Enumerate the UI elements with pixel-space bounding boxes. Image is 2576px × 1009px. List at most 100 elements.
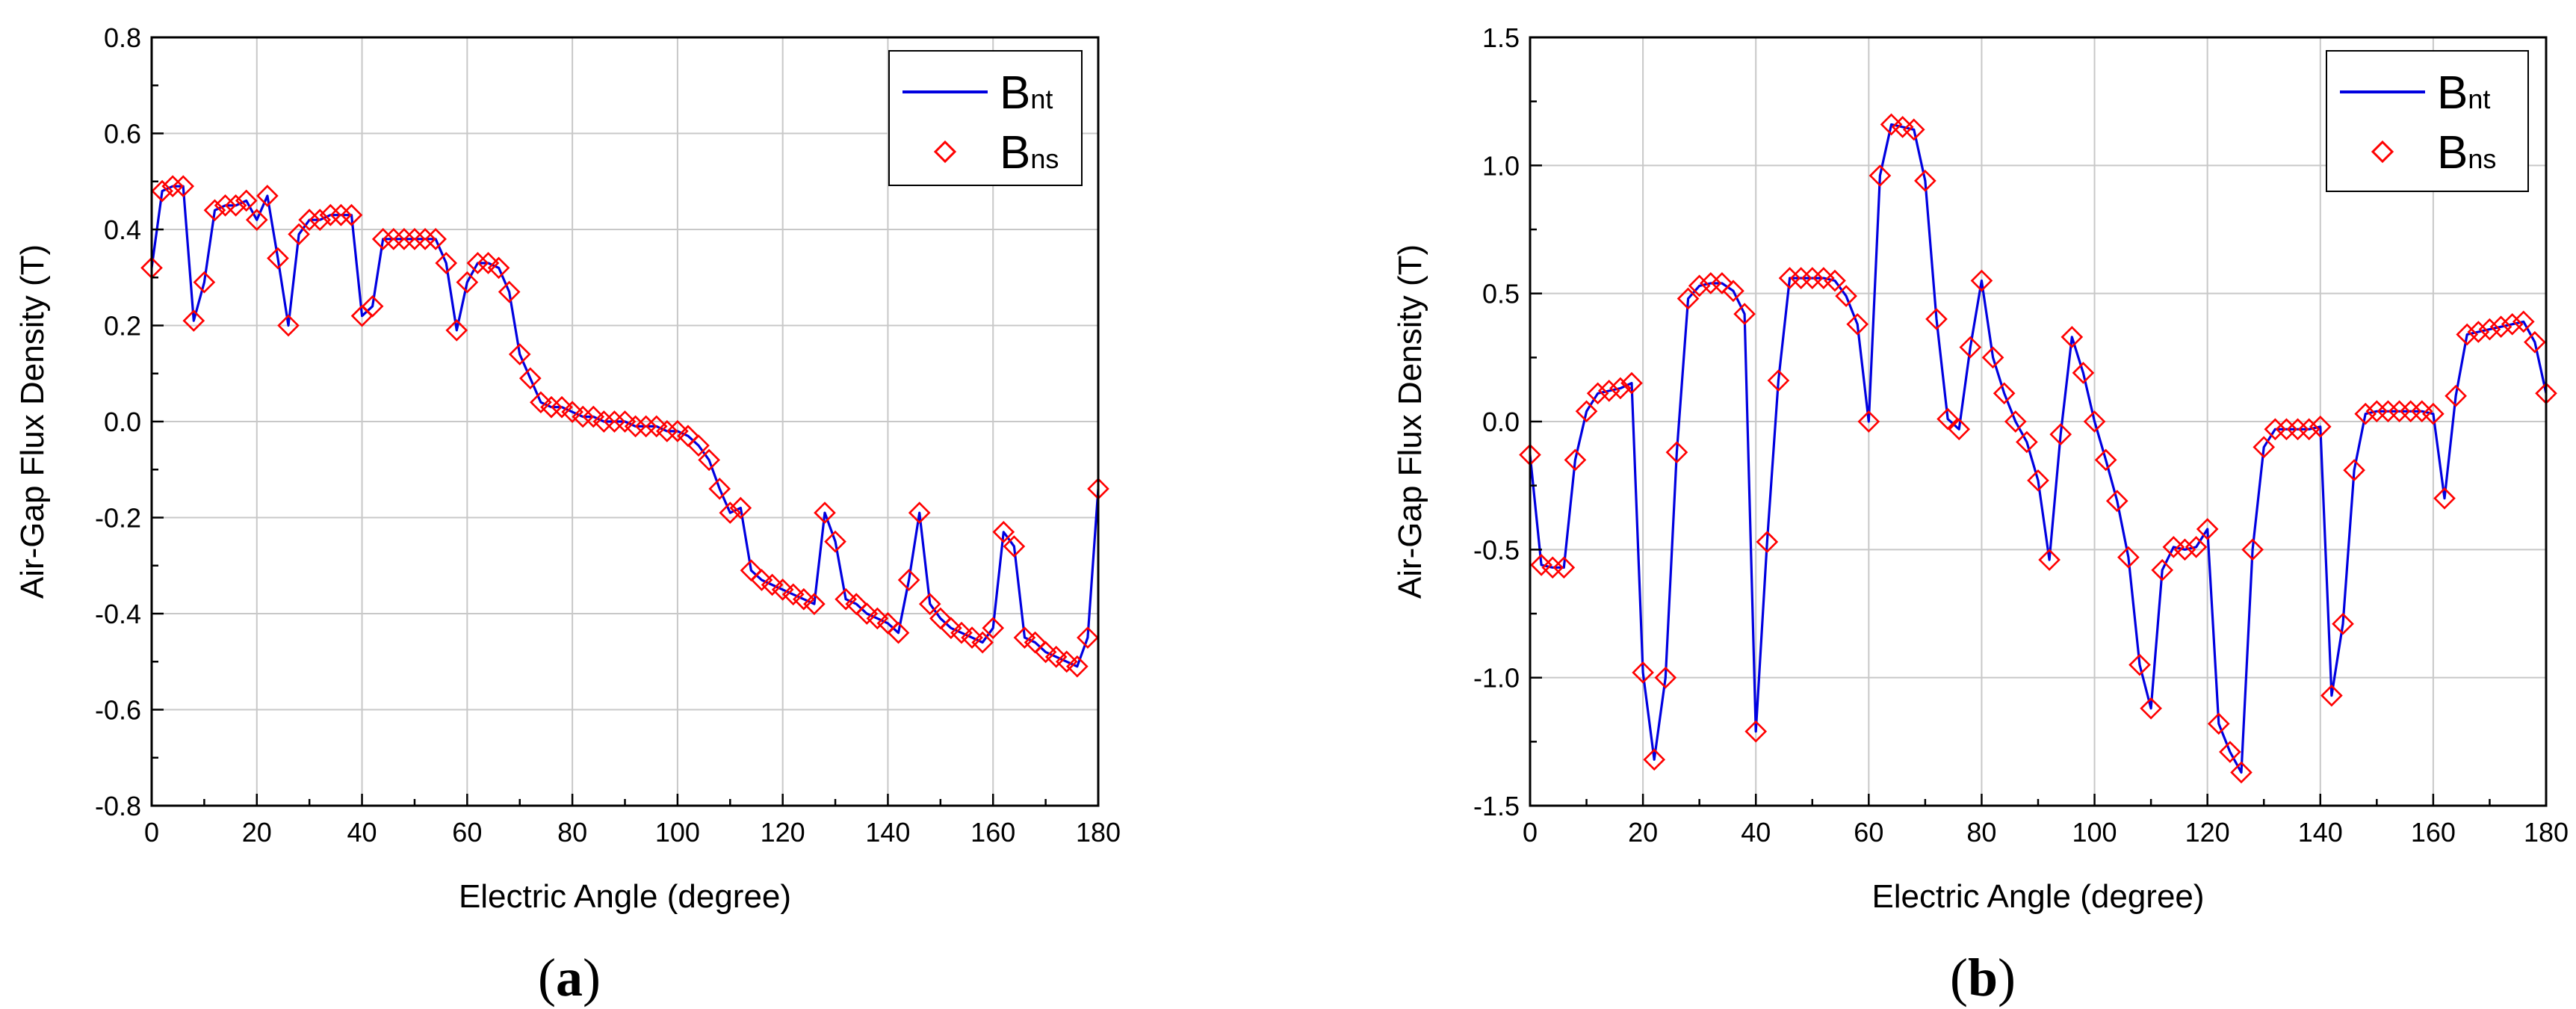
data-point-bns bbox=[1564, 448, 1587, 472]
data-point-bns bbox=[2016, 431, 2038, 454]
data-point-bns bbox=[1055, 650, 1078, 673]
data-point-bns bbox=[382, 228, 405, 250]
data-point-bns bbox=[592, 410, 616, 433]
x-tick-label: 180 bbox=[1076, 817, 1121, 848]
data-point-bns bbox=[1003, 535, 1026, 558]
data-point-bns bbox=[2388, 400, 2411, 423]
data-point-bns bbox=[940, 617, 962, 640]
y-tick-label: -1.5 bbox=[1473, 791, 1520, 821]
y-tick-label: -0.5 bbox=[1473, 534, 1520, 565]
data-point-bns bbox=[2173, 538, 2196, 561]
legend-diamond-swatch-b bbox=[2371, 140, 2394, 164]
y-tick-label: 0.2 bbox=[104, 311, 141, 342]
data-point-bns bbox=[1699, 272, 1722, 294]
data-point-bns bbox=[2422, 402, 2445, 425]
data-point-bns bbox=[288, 223, 310, 246]
data-point-bns bbox=[2253, 436, 2276, 459]
legend-bnt-main-b: B bbox=[2437, 67, 2468, 119]
data-point-bns bbox=[1789, 267, 1812, 289]
data-point-bns bbox=[298, 209, 321, 231]
series-bns-markers-b bbox=[1519, 113, 2557, 784]
data-point-bns bbox=[2354, 402, 2377, 425]
data-point-bns bbox=[814, 502, 836, 524]
x-tick-label: 40 bbox=[347, 817, 377, 848]
data-point-bns bbox=[487, 256, 510, 280]
data-point-bns bbox=[2489, 315, 2512, 339]
data-point-bns bbox=[887, 621, 910, 644]
x-tick-label: 20 bbox=[1628, 817, 1658, 848]
data-point-bns bbox=[645, 415, 668, 438]
data-point-bns bbox=[1552, 556, 1576, 579]
data-point-bns bbox=[2207, 712, 2230, 735]
data-point-bns bbox=[771, 578, 794, 601]
data-point-bns bbox=[2320, 684, 2343, 707]
data-point-bns bbox=[2524, 330, 2546, 354]
x-tick-labels-b: 0 20 40 60 80 100 120 140 160 180 bbox=[1523, 817, 2569, 848]
data-point-bns bbox=[908, 502, 931, 524]
data-point-bns bbox=[624, 415, 647, 438]
data-point-bns bbox=[2128, 653, 2151, 676]
data-point-bns bbox=[161, 175, 184, 198]
x-tick-label: 80 bbox=[557, 817, 587, 848]
data-point-bns bbox=[2275, 418, 2298, 441]
axis-ticks-a bbox=[150, 36, 1100, 807]
data-point-bns bbox=[445, 319, 468, 342]
y-tick-label: 0.5 bbox=[1482, 279, 1520, 309]
legend-bns-sub-b: ns bbox=[2468, 144, 2496, 174]
data-point-bns bbox=[687, 434, 710, 457]
data-point-bns bbox=[1665, 441, 1688, 463]
legend-box-a bbox=[888, 50, 1083, 186]
y-axis-title-b: Air-Gap Flux Density (T) bbox=[1392, 244, 1428, 599]
x-tick-label: 140 bbox=[2298, 817, 2343, 848]
data-point-bns bbox=[835, 587, 857, 611]
data-point-bns bbox=[361, 294, 384, 318]
panel-caption-letter-b: b bbox=[1968, 948, 1998, 1008]
data-point-bns bbox=[2377, 400, 2400, 423]
y-tick-label: -0.4 bbox=[95, 599, 141, 629]
data-point-bns bbox=[1801, 267, 1824, 289]
data-point-bns bbox=[1541, 556, 1564, 579]
data-point-bns bbox=[971, 631, 994, 654]
data-point-bns bbox=[371, 228, 394, 250]
data-point-bns bbox=[2286, 418, 2309, 441]
data-point-bns bbox=[1778, 267, 1801, 289]
data-point-bns bbox=[982, 617, 1005, 640]
x-tick-label: 40 bbox=[1741, 817, 1771, 848]
data-point-bns bbox=[277, 314, 300, 337]
data-point-bns bbox=[824, 530, 846, 553]
data-point-bns bbox=[708, 478, 731, 500]
data-point-bns bbox=[172, 175, 195, 198]
y-axis-title-a: Air-Gap Flux Density (T) bbox=[14, 244, 51, 599]
data-point-bns bbox=[634, 415, 657, 438]
data-point-bns bbox=[1077, 626, 1099, 649]
data-point-bns bbox=[2105, 490, 2128, 513]
data-point-bns bbox=[1936, 407, 1959, 431]
data-point-bns bbox=[1914, 170, 1936, 192]
x-tick-label: 0 bbox=[144, 817, 159, 848]
data-point-bns bbox=[2512, 310, 2535, 333]
data-point-bns bbox=[2038, 549, 2061, 571]
data-point-bns bbox=[309, 209, 332, 231]
data-point-bns bbox=[477, 252, 500, 274]
chart-panel-b: 0 20 40 60 80 100 120 140 160 180 -1.5 -1.0 -0.5 0.0… bbox=[1392, 22, 2569, 1008]
data-point-bns bbox=[1868, 164, 1892, 187]
data-point-bns bbox=[1959, 336, 1982, 359]
legend-bnt-sub-b: nt bbox=[2468, 84, 2490, 114]
legend-entry-bns-b: Bns bbox=[2437, 127, 2496, 179]
y-tick-labels-b: -1.5 -1.0 -0.5 0.0 0.5 1.0 1.5 bbox=[1473, 22, 1520, 821]
data-point-bns bbox=[1756, 531, 1779, 553]
data-point-bns bbox=[1597, 380, 1620, 402]
y-tick-label: 0.0 bbox=[104, 407, 141, 437]
data-point-bns bbox=[1824, 269, 1846, 292]
legend-entry-bnt-a: Bnt bbox=[1000, 67, 1053, 119]
data-point-bns bbox=[2072, 362, 2095, 384]
data-point-bns bbox=[2117, 546, 2140, 569]
data-point-bns bbox=[319, 203, 342, 226]
data-point-bns bbox=[182, 309, 205, 332]
x-tick-label: 160 bbox=[2411, 817, 2456, 848]
data-point-bns bbox=[2241, 538, 2264, 561]
data-point-bns bbox=[2196, 518, 2219, 540]
y-tick-label: 1.5 bbox=[1482, 22, 1520, 53]
data-point-bns bbox=[2343, 459, 2365, 481]
data-point-bns bbox=[1013, 626, 1036, 649]
